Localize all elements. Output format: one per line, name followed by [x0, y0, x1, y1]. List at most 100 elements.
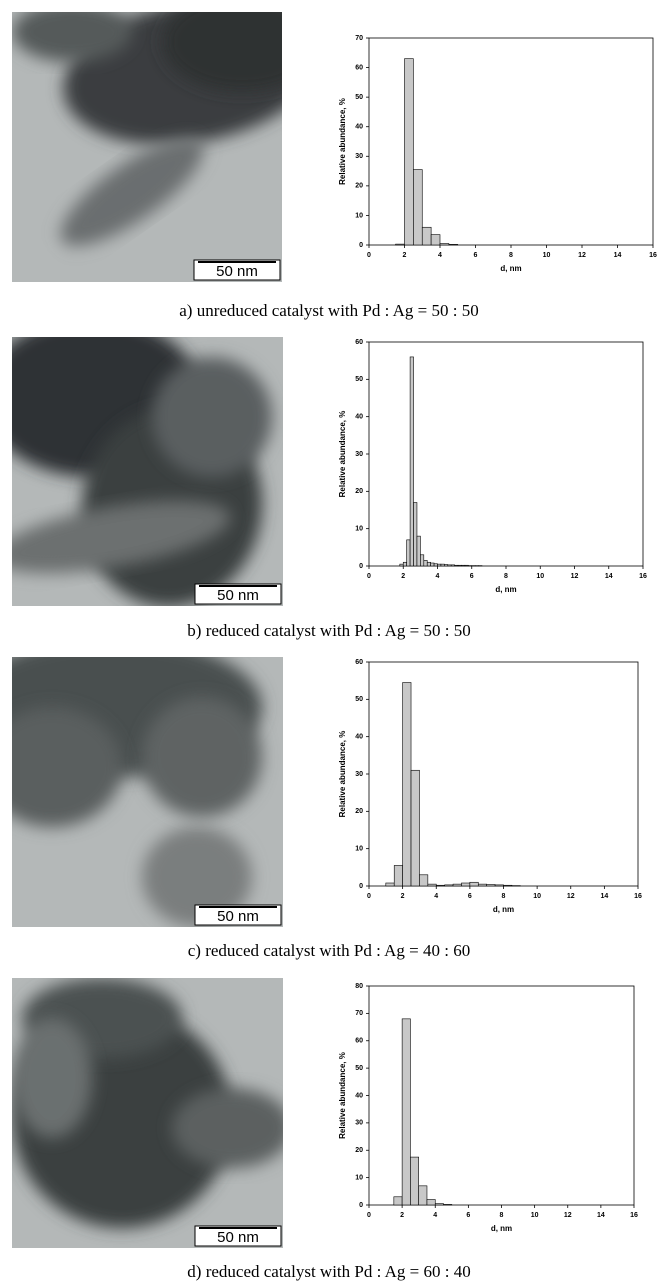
particle-cluster: [172, 1088, 283, 1168]
y-tick-label: 10: [355, 526, 363, 533]
bar: [447, 564, 452, 567]
y-tick-label: 60: [355, 339, 363, 346]
x-tick-label: 6: [466, 1212, 470, 1219]
bar: [419, 874, 429, 887]
particle-cluster: [12, 707, 122, 827]
bar: [410, 769, 420, 887]
bar: [439, 243, 450, 246]
bar: [440, 563, 445, 567]
y-tick-label: 0: [359, 242, 363, 249]
bar: [443, 1204, 453, 1206]
bar: [395, 243, 405, 246]
y-tick-label: 50: [355, 94, 363, 101]
bar: [404, 58, 414, 246]
bar: [426, 561, 431, 567]
y-tick-label: 0: [359, 1202, 363, 1209]
x-tick-label: 12: [571, 573, 579, 580]
y-axis-label: Relative abundance, %: [338, 731, 347, 818]
x-axis-label: d, nm: [500, 264, 521, 273]
particle-cluster: [142, 697, 262, 817]
bar: [435, 884, 445, 887]
bar: [486, 884, 496, 887]
y-tick-label: 60: [355, 1038, 363, 1045]
scale-bar-label: 50 nm: [217, 587, 259, 604]
x-tick-label: 0: [367, 893, 371, 900]
particle-cluster: [60, 138, 204, 246]
caption: a) unreduced catalyst with Pd : Ag = 50 …: [179, 301, 478, 320]
scale-bar-label: 50 nm: [216, 263, 258, 280]
y-tick-label: 10: [355, 1174, 363, 1181]
caption: d) reduced catalyst with Pd : Ag = 60 : …: [187, 1262, 470, 1281]
micrograph: 50 nm: [12, 657, 283, 927]
bar: [393, 1196, 403, 1206]
x-tick-label: 6: [474, 252, 478, 259]
bar: [444, 564, 449, 567]
bar: [420, 554, 425, 567]
y-tick-label: 70: [355, 35, 363, 42]
y-tick-label: 30: [355, 1120, 363, 1127]
y-tick-label: 0: [359, 883, 363, 890]
bar: [409, 356, 414, 567]
bar: [437, 563, 442, 567]
x-tick-label: 2: [401, 573, 405, 580]
x-tick-label: 0: [367, 252, 371, 259]
bar: [421, 226, 432, 246]
y-tick-label: 40: [355, 1092, 363, 1099]
particle-cluster: [162, 12, 282, 92]
x-axis-label: d, nm: [493, 905, 514, 914]
bar: [461, 564, 466, 567]
x-tick-label: 4: [434, 893, 438, 900]
bar: [503, 884, 513, 887]
y-tick-label: 40: [355, 414, 363, 421]
y-tick-label: 20: [355, 488, 363, 495]
bar: [393, 865, 403, 887]
x-tick-label: 14: [600, 893, 608, 900]
bar: [457, 564, 462, 567]
x-tick-label: 2: [401, 893, 405, 900]
y-tick-label: 70: [355, 1010, 363, 1017]
micrograph-content: [12, 12, 282, 282]
scale-bar-label: 50 nm: [217, 908, 259, 925]
x-tick-label: 16: [630, 1212, 638, 1219]
y-tick-label: 20: [355, 183, 363, 190]
bar: [402, 682, 412, 887]
x-tick-label: 12: [578, 252, 586, 259]
y-tick-label: 50: [355, 1065, 363, 1072]
x-tick-label: 10: [531, 1212, 539, 1219]
caption: b) reduced catalyst with Pd : Ag = 50 : …: [187, 621, 470, 640]
x-tick-label: 8: [509, 252, 513, 259]
bar: [477, 883, 487, 887]
bar: [413, 502, 418, 567]
x-tick-label: 10: [533, 893, 541, 900]
x-tick-label: 6: [468, 893, 472, 900]
y-tick-label: 50: [355, 696, 363, 703]
micrograph: 50 nm: [12, 12, 282, 282]
x-tick-label: 6: [470, 573, 474, 580]
x-tick-label: 4: [436, 573, 440, 580]
x-tick-label: 14: [597, 1212, 605, 1219]
particle-cluster: [142, 827, 252, 927]
bar: [427, 883, 437, 887]
scale-bar-box: [194, 904, 282, 926]
particle-cluster: [152, 357, 272, 477]
bar: [406, 539, 411, 567]
bar: [434, 1203, 444, 1206]
bar: [416, 535, 421, 567]
x-tick-label: 12: [564, 1212, 572, 1219]
y-axis-label: Relative abundance, %: [338, 1052, 347, 1139]
y-tick-label: 60: [355, 659, 363, 666]
x-tick-label: 12: [567, 893, 575, 900]
bar: [448, 244, 459, 246]
x-tick-label: 14: [614, 252, 622, 259]
scale-bar-box: [194, 583, 282, 605]
bar: [426, 1199, 436, 1206]
bar: [413, 169, 423, 246]
x-tick-label: 16: [639, 573, 647, 580]
x-tick-label: 8: [500, 1212, 504, 1219]
x-axis-label: d, nm: [495, 585, 516, 594]
bar: [433, 563, 438, 567]
x-tick-label: 10: [536, 573, 544, 580]
x-tick-label: 16: [649, 252, 657, 259]
scale-bar-box: [194, 1225, 282, 1247]
